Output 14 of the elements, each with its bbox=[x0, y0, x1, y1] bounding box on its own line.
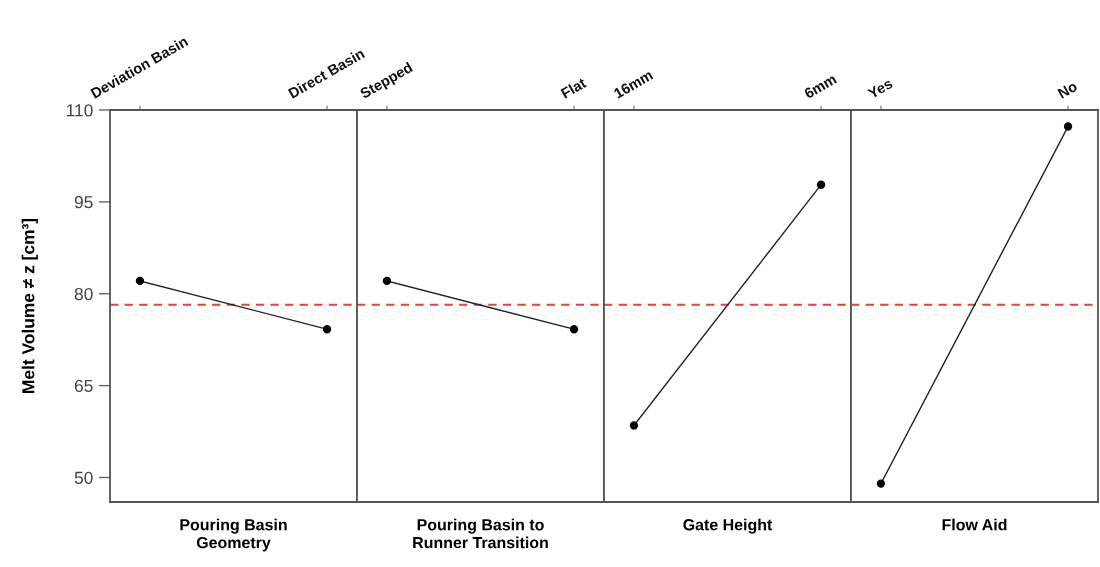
x-axis-title: Gate Height bbox=[683, 518, 773, 534]
y-tick-label: 95 bbox=[74, 196, 93, 209]
x-tick-label: Yes bbox=[867, 78, 894, 100]
y-tick-label: 80 bbox=[74, 287, 93, 301]
x-tick-label: Flat bbox=[560, 77, 588, 99]
x-axis-title: Pouring Basin to Runner Transition bbox=[413, 518, 548, 549]
x-axis-title: Pouring Basin Geometry bbox=[180, 518, 287, 552]
x-axis-title: Flow Aid bbox=[942, 518, 1007, 531]
x-tick-label: 6mm bbox=[803, 73, 837, 99]
y-axis-title: Melt Volume ≠ z [cm³] bbox=[21, 218, 38, 393]
y-tick-label: 110 bbox=[66, 104, 93, 117]
y-tick-label: 65 bbox=[74, 379, 93, 393]
x-tick-label: No bbox=[1057, 80, 1078, 99]
y-tick-label: 50 bbox=[74, 471, 93, 484]
